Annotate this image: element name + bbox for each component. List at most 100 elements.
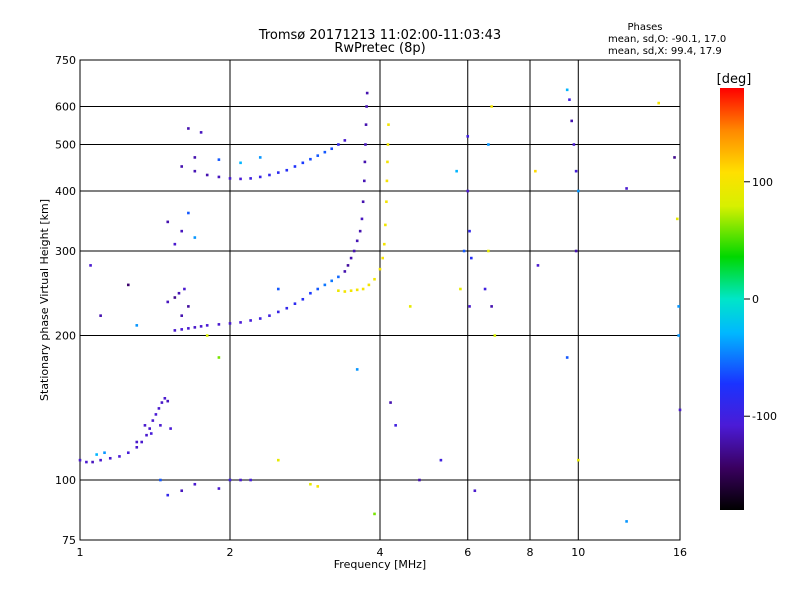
data-point xyxy=(323,150,327,154)
colorbar xyxy=(720,88,744,510)
data-point xyxy=(239,321,242,324)
stats-heading: Phases xyxy=(627,22,662,33)
data-point xyxy=(95,453,98,456)
data-point xyxy=(193,482,197,486)
data-point xyxy=(193,169,197,173)
data-point xyxy=(574,169,578,173)
y-tick-label: 750 xyxy=(55,54,76,67)
data-point xyxy=(166,399,170,403)
data-point xyxy=(483,287,487,291)
data-point xyxy=(268,173,271,177)
data-point xyxy=(408,305,412,308)
data-point xyxy=(466,135,470,138)
data-point xyxy=(490,305,493,308)
data-point xyxy=(285,306,289,310)
data-point xyxy=(574,249,578,253)
data-point xyxy=(249,319,252,322)
data-point xyxy=(193,156,197,159)
data-point xyxy=(169,427,172,430)
data-point xyxy=(217,175,221,179)
data-point xyxy=(677,305,680,308)
data-point xyxy=(565,356,569,359)
colorbar-tick-label: -100 xyxy=(752,410,777,423)
chart-title: Tromsø 20171213 11:02:00-11:03:43 xyxy=(258,28,501,43)
y-tick-label: 600 xyxy=(55,101,76,114)
y-tick-label: 100 xyxy=(55,474,76,487)
data-point xyxy=(249,177,252,180)
data-point xyxy=(675,217,679,221)
data-point xyxy=(565,88,569,92)
data-point xyxy=(145,433,148,437)
data-point xyxy=(187,127,190,130)
data-point xyxy=(330,279,334,283)
data-point xyxy=(343,270,347,273)
y-tick-label: 75 xyxy=(62,534,76,547)
data-point xyxy=(363,160,367,164)
data-point xyxy=(570,119,573,123)
data-point xyxy=(151,419,155,422)
plot-area: 1 2 4 6 8 10 16 75 100 200 300 400 500 600 750 xyxy=(55,54,687,559)
x-tick-label: 2 xyxy=(227,546,234,559)
data-point xyxy=(493,334,497,337)
data-point xyxy=(365,91,369,95)
data-point xyxy=(534,169,537,173)
data-point xyxy=(364,143,367,146)
data-point xyxy=(258,175,262,179)
data-point xyxy=(85,460,88,464)
x-tick-label: 16 xyxy=(673,546,687,559)
data-point xyxy=(258,317,262,320)
colorbar-ticks: 100 0 -100 xyxy=(744,176,777,423)
data-point xyxy=(343,290,347,293)
data-point xyxy=(381,256,384,260)
data-point xyxy=(173,242,177,246)
data-point xyxy=(183,287,186,291)
data-points xyxy=(78,88,682,523)
data-point xyxy=(180,489,184,493)
data-point xyxy=(358,229,362,233)
y-axis-label: Stationary phase Virtual Height [km] xyxy=(38,199,51,401)
data-point xyxy=(173,329,177,332)
data-point xyxy=(205,334,209,337)
data-point xyxy=(149,432,153,435)
y-axis-ticks: 75 100 200 300 400 500 600 750 xyxy=(55,54,76,547)
data-point xyxy=(199,325,203,328)
data-point xyxy=(187,211,190,215)
data-point xyxy=(91,460,94,464)
grid-lines xyxy=(80,60,680,540)
data-point xyxy=(166,220,170,224)
data-point xyxy=(385,200,388,204)
data-point xyxy=(217,356,221,359)
data-point xyxy=(316,287,320,291)
data-point xyxy=(148,427,152,430)
data-point xyxy=(309,482,312,486)
data-point xyxy=(678,408,682,412)
data-point xyxy=(576,189,580,193)
data-point xyxy=(99,314,102,317)
data-point xyxy=(159,478,162,482)
x-tick-label: 4 xyxy=(377,546,384,559)
data-point xyxy=(309,291,312,295)
data-point xyxy=(673,156,676,159)
data-point xyxy=(468,229,471,233)
data-point xyxy=(365,105,368,108)
data-point xyxy=(367,283,371,287)
data-point xyxy=(346,264,350,267)
data-point xyxy=(293,302,297,305)
data-point xyxy=(439,458,443,462)
data-point xyxy=(126,451,130,455)
data-point xyxy=(385,179,389,183)
data-point xyxy=(276,287,280,291)
data-point xyxy=(180,328,184,331)
data-point xyxy=(228,177,232,180)
data-point xyxy=(163,397,167,400)
data-point xyxy=(258,156,262,159)
data-point xyxy=(373,512,376,516)
x-tick-label: 1 xyxy=(77,546,84,559)
data-point xyxy=(382,242,386,246)
chart-subtitle: RwPretec (8p) xyxy=(334,41,425,56)
data-point xyxy=(316,485,320,488)
data-point xyxy=(118,455,121,458)
data-point xyxy=(276,171,280,174)
colorbar-tick-label: 100 xyxy=(752,176,773,189)
